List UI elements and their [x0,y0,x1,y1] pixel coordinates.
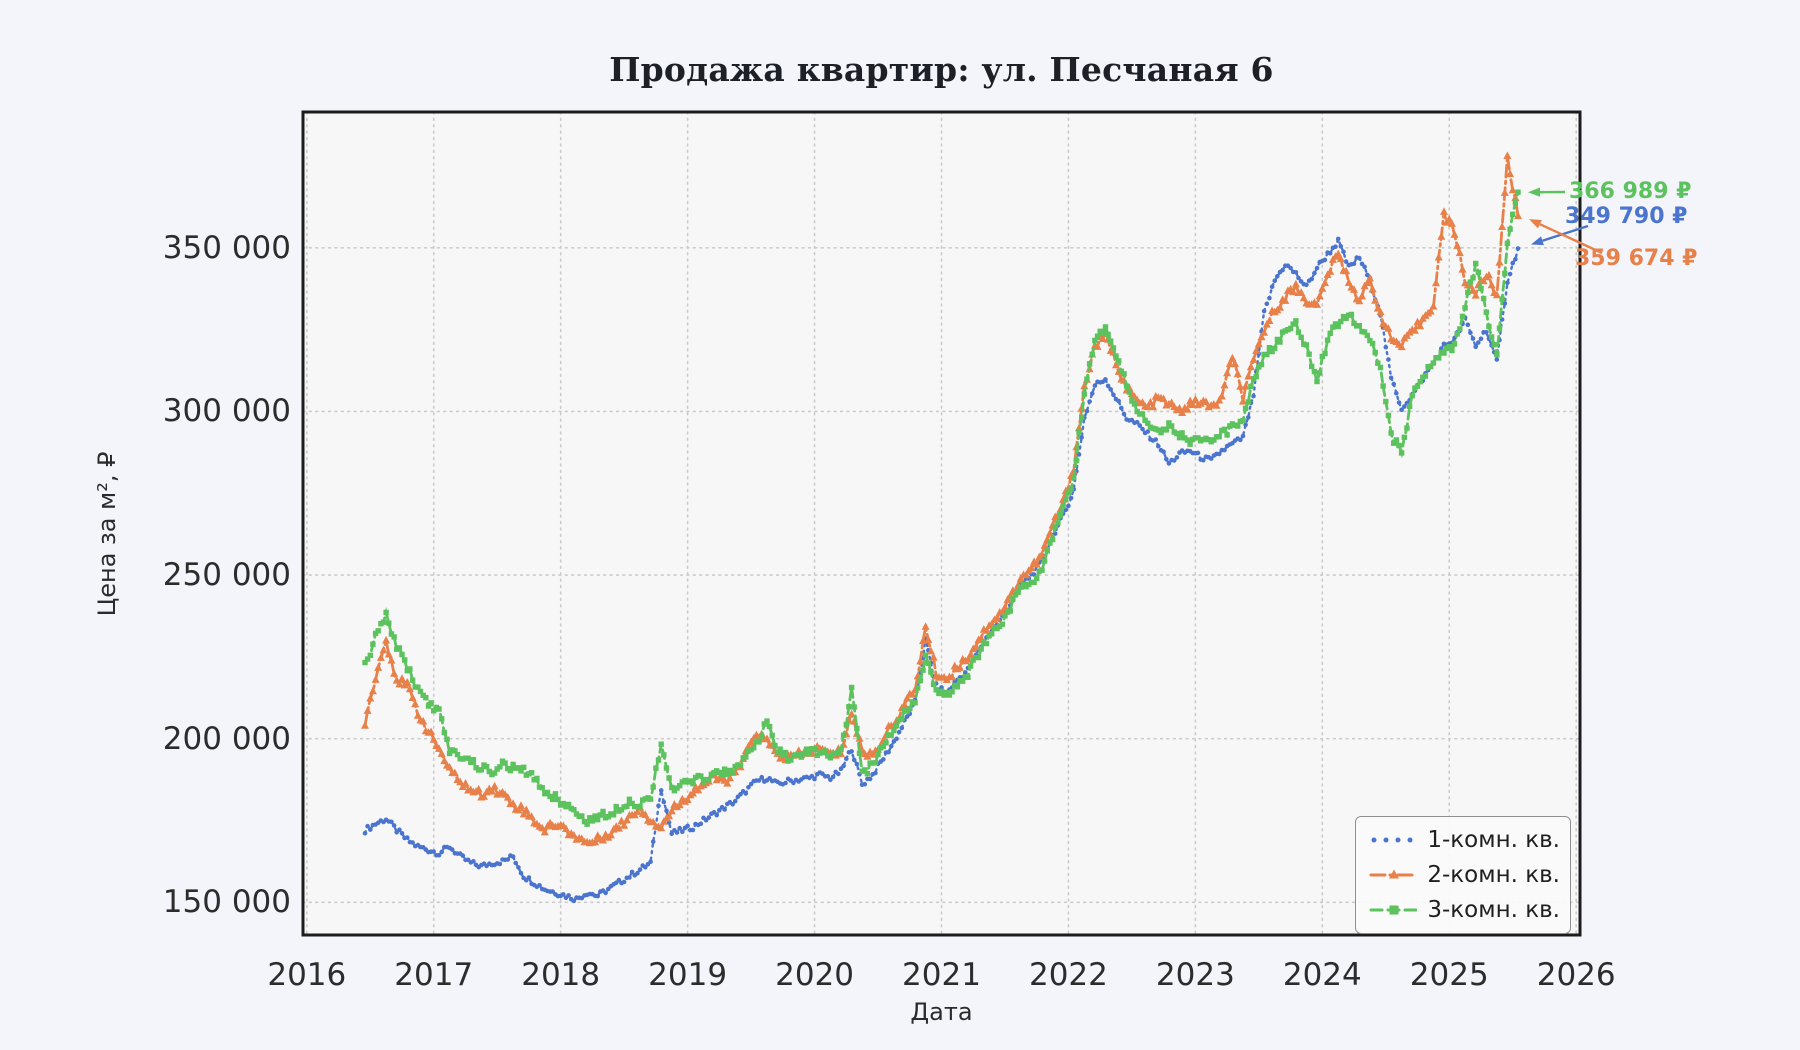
y-tick-label: 350 000 [162,229,291,266]
x-tick-label: 2021 [902,957,981,993]
x-tick-label: 2022 [1028,957,1108,993]
annotation-arrow-orange-line [1539,223,1603,255]
x-axis-label: Дата [910,998,973,1026]
legend-label: 2-комн. кв. [1427,861,1560,888]
x-tick-label: 2024 [1282,957,1362,993]
x-tick-label: 2023 [1155,957,1235,993]
x-tick-label: 2019 [648,957,728,993]
legend-item-3-room: 3-комн. кв. [1368,893,1560,927]
y-tick-label: 250 000 [162,557,291,594]
y-tick-label: 200 000 [162,720,291,757]
chart-title: Продажа квартир: ул. Песчаная 6 [609,50,1274,89]
annotation-arrow-blue-line [1542,224,1589,242]
x-tick-label: 2020 [775,957,854,993]
annotation-arrow-green-head [1528,187,1541,197]
annotation-arrow-blue-head [1531,236,1544,246]
legend-item-2-room: 2-комн. кв. [1368,858,1560,892]
annotation-3-room-price: 366 989 ₽ [1569,179,1692,204]
y-tick-label: 150 000 [162,884,291,921]
legend-item-1-room: 1-комн. кв. [1368,823,1560,857]
annotation-2-room-price: 359 674 ₽ [1575,246,1698,271]
legend: 1-комн. кв. 2-комн. кв. 3-комн. кв. [1355,816,1571,934]
y-tick-label: 300 000 [162,393,291,430]
legend-label: 3-комн. кв. [1427,897,1560,924]
x-tick-label: 2016 [267,957,347,993]
x-tick-label: 2025 [1409,957,1489,993]
dotted-line-icon [1371,837,1413,843]
x-tick-label: 2017 [394,957,474,993]
legend-label: 1-комн. кв. [1427,826,1560,853]
annotation-arrow-orange-head [1529,219,1542,229]
series-3 [362,189,1521,827]
plot-border [301,110,1582,937]
x-tick-label: 2018 [521,957,601,993]
y-axis-label: Цена за м², ₽ [93,451,121,617]
series-markers-squares [362,189,1521,827]
series-2 [361,151,1522,847]
annotation-1-room-price: 349 790 ₽ [1565,204,1688,229]
x-tick-label: 2026 [1536,957,1616,993]
dashed-square-line-icon [1369,905,1418,915]
dashdot-triangle-line-icon [1369,869,1418,879]
